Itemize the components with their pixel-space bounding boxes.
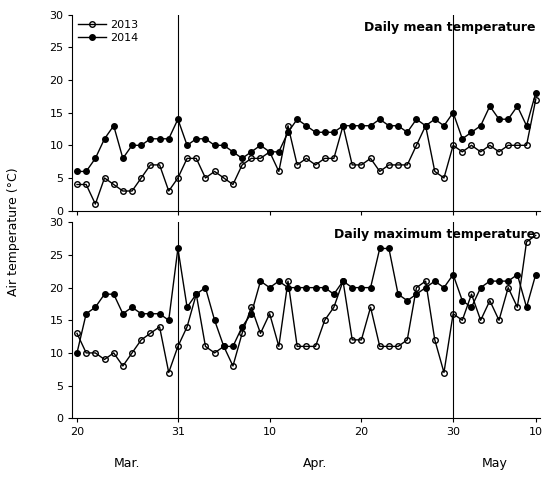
Line: 2013: 2013 bbox=[74, 97, 539, 207]
2013 bbox=[523, 142, 530, 148]
Text: Daily maximum temperature: Daily maximum temperature bbox=[334, 228, 536, 241]
Text: Mar.: Mar. bbox=[114, 457, 141, 470]
Text: Daily mean temperature: Daily mean temperature bbox=[364, 21, 536, 33]
2013 bbox=[74, 182, 80, 187]
2014 bbox=[221, 142, 227, 148]
2013 bbox=[229, 182, 236, 187]
2013 bbox=[532, 96, 539, 102]
Legend: 2013, 2014: 2013, 2014 bbox=[76, 18, 141, 45]
2014 bbox=[377, 116, 383, 122]
Text: Air temperature (°C): Air temperature (°C) bbox=[7, 167, 21, 296]
2013 bbox=[385, 162, 392, 168]
2014 bbox=[174, 116, 181, 122]
2013 bbox=[184, 155, 190, 161]
Line: 2014: 2014 bbox=[74, 91, 539, 174]
2014 bbox=[404, 129, 411, 135]
2013 bbox=[221, 175, 227, 181]
2014 bbox=[74, 168, 80, 174]
2014 bbox=[532, 90, 539, 96]
2013 bbox=[413, 142, 420, 148]
2014 bbox=[523, 123, 530, 129]
2013 bbox=[92, 201, 99, 207]
Text: Apr.: Apr. bbox=[304, 457, 328, 470]
2014 bbox=[211, 142, 218, 148]
Text: May: May bbox=[481, 457, 507, 470]
